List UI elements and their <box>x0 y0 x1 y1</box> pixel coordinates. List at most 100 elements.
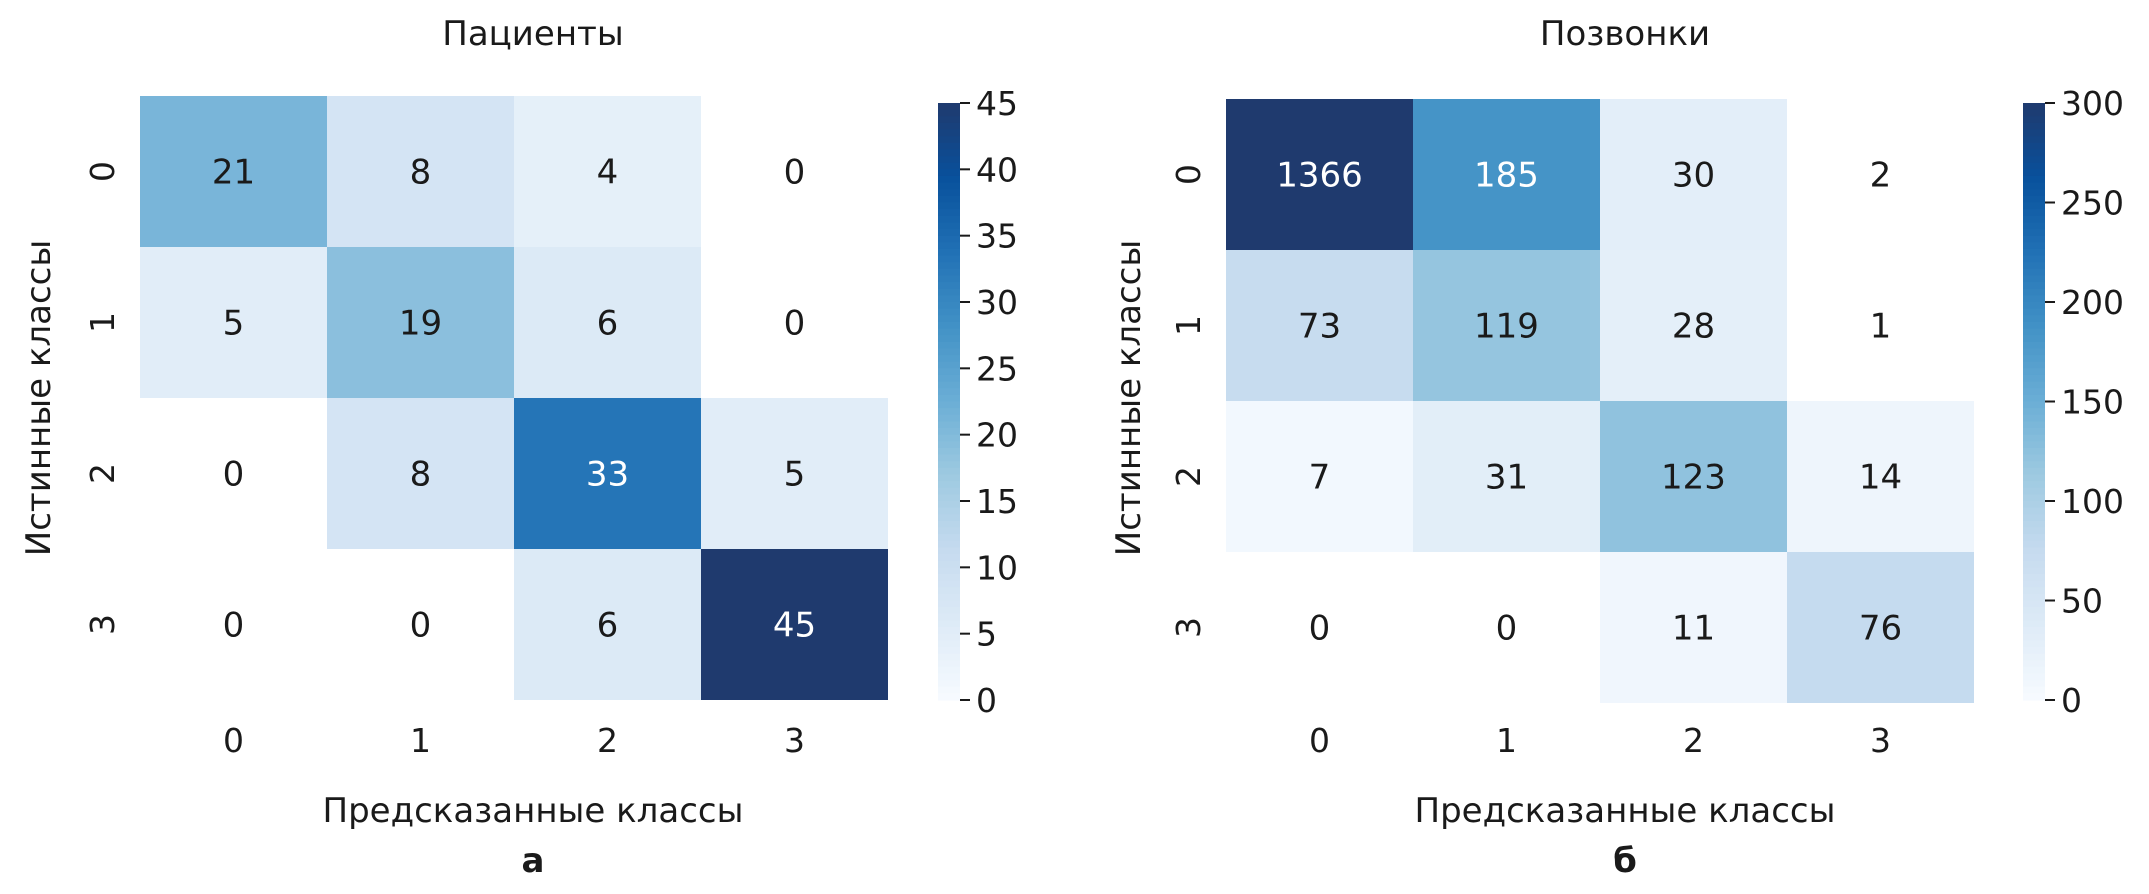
heatmap-cell <box>1600 401 1787 552</box>
x-tick-label: 3 <box>1870 721 1891 760</box>
colorbar-segment <box>938 474 960 482</box>
heatmap-cell <box>1413 401 1600 552</box>
heatmap-cell <box>1226 99 1413 250</box>
colorbar-tick-label: 150 <box>2061 383 2124 422</box>
colorbar-segment <box>2023 275 2045 283</box>
cell-value-label: 0 <box>1496 609 1518 649</box>
colorbar-segment <box>938 308 960 316</box>
colorbar-segment <box>938 189 960 197</box>
colorbar-segment <box>938 567 960 575</box>
colorbar-segment <box>938 640 960 648</box>
colorbar-segment <box>938 215 960 223</box>
colorbar-segment <box>2023 262 2045 270</box>
cell-value-label: 45 <box>773 606 816 646</box>
colorbar-segment <box>2023 116 2045 124</box>
colorbar-segment <box>938 195 960 204</box>
y-tick-label: 1 <box>83 312 122 333</box>
colorbar-segment <box>938 295 960 303</box>
heatmap-cell <box>701 398 888 549</box>
cell-value-label: 7 <box>1309 458 1331 498</box>
colorbar-segment <box>2023 388 2045 396</box>
colorbar-segment <box>938 666 960 675</box>
colorbar-segment <box>2023 534 2045 542</box>
colorbar-segment <box>2023 428 2045 436</box>
colorbar-segment <box>2023 554 2045 562</box>
panel-a-x-ticks: 0 1 2 3 <box>223 721 805 760</box>
colorbar-segment <box>938 428 960 436</box>
heatmap-cell <box>701 549 888 700</box>
colorbar-segment <box>2023 368 2045 376</box>
panel-b-x-axis-label: Предсказанные классы <box>1415 791 1836 831</box>
colorbar-segment <box>938 275 960 283</box>
colorbar-segment <box>938 454 960 462</box>
colorbar-segment <box>2023 467 2045 476</box>
colorbar-segment <box>2023 374 2045 383</box>
colorbar-segment <box>938 408 960 416</box>
colorbar-tick-label: 40 <box>976 150 1018 189</box>
colorbar-segment <box>2023 268 2045 277</box>
heatmap-cell <box>1787 552 1974 703</box>
colorbar-segment <box>2023 540 2045 549</box>
cell-value-label: 31 <box>1485 458 1528 498</box>
colorbar-segment <box>2023 547 2045 555</box>
colorbar-segment <box>2023 282 2045 290</box>
colorbar-segment <box>2023 122 2045 131</box>
colorbar-segment <box>2023 175 2045 184</box>
y-tick-label: 0 <box>1169 164 1208 185</box>
x-tick-label: 1 <box>410 721 431 760</box>
heatmap-cell <box>514 549 701 700</box>
colorbar-segment <box>2023 242 2045 250</box>
colorbar-segment <box>2023 474 2045 482</box>
colorbar-segment <box>2023 215 2045 223</box>
heatmap-cell <box>1600 552 1787 703</box>
colorbar-segment <box>2023 507 2045 515</box>
colorbar-segment <box>938 607 960 615</box>
colorbar-segment <box>938 355 960 363</box>
x-tick-label: 2 <box>1683 721 1704 760</box>
cell-value-label: 0 <box>784 304 806 344</box>
colorbar-segment <box>2023 666 2045 675</box>
colorbar-tick-label: 10 <box>976 548 1018 587</box>
colorbar-segment <box>2023 195 2045 204</box>
colorbar-segment <box>2023 156 2045 164</box>
colorbar-segment <box>2023 527 2045 535</box>
colorbar-segment <box>2023 673 2045 681</box>
colorbar-segment <box>2023 328 2045 336</box>
colorbar-segment <box>938 242 960 250</box>
colorbar-tick-label: 250 <box>2061 184 2124 223</box>
colorbar-segment <box>938 693 960 701</box>
cell-value-label: 0 <box>784 153 806 193</box>
colorbar-segment <box>2023 103 2045 111</box>
y-tick-label: 2 <box>1169 466 1208 487</box>
colorbar-segment <box>938 507 960 515</box>
colorbar-segment <box>938 434 960 442</box>
colorbar-segment <box>2023 620 2045 628</box>
colorbar-segment <box>938 501 960 509</box>
colorbar-segment <box>938 421 960 429</box>
colorbar-segment <box>2023 348 2045 356</box>
colorbar-segment <box>2023 686 2045 694</box>
colorbar-segment <box>938 262 960 270</box>
cell-value-label: 6 <box>597 304 619 344</box>
colorbar-segment <box>938 321 960 330</box>
colorbar-segment <box>938 156 960 164</box>
colorbar-segment <box>2023 335 2045 343</box>
panel-a-colorbar: 0 5 10 15 20 25 30 35 40 45 <box>938 84 1018 720</box>
colorbar-segment <box>938 381 960 389</box>
colorbar-segment <box>938 494 960 502</box>
panel-b-y-ticks: 0 1 2 3 <box>1169 164 1208 638</box>
cell-value-label: 2 <box>1870 156 1892 196</box>
x-tick-label: 1 <box>1496 721 1517 760</box>
colorbar-segment <box>2023 501 2045 509</box>
colorbar-segment <box>2023 421 2045 429</box>
panel-a-y-ticks: 0 1 2 3 <box>83 161 122 635</box>
colorbar-segment <box>2023 189 2045 197</box>
colorbar-segment <box>2023 514 2045 522</box>
colorbar-segment <box>2023 355 2045 363</box>
colorbar-tick-label: 0 <box>976 681 997 720</box>
colorbar-segment <box>2023 573 2045 582</box>
colorbar-segment <box>938 109 960 117</box>
colorbar-segment <box>2023 182 2045 190</box>
colorbar-segment <box>2023 255 2045 263</box>
